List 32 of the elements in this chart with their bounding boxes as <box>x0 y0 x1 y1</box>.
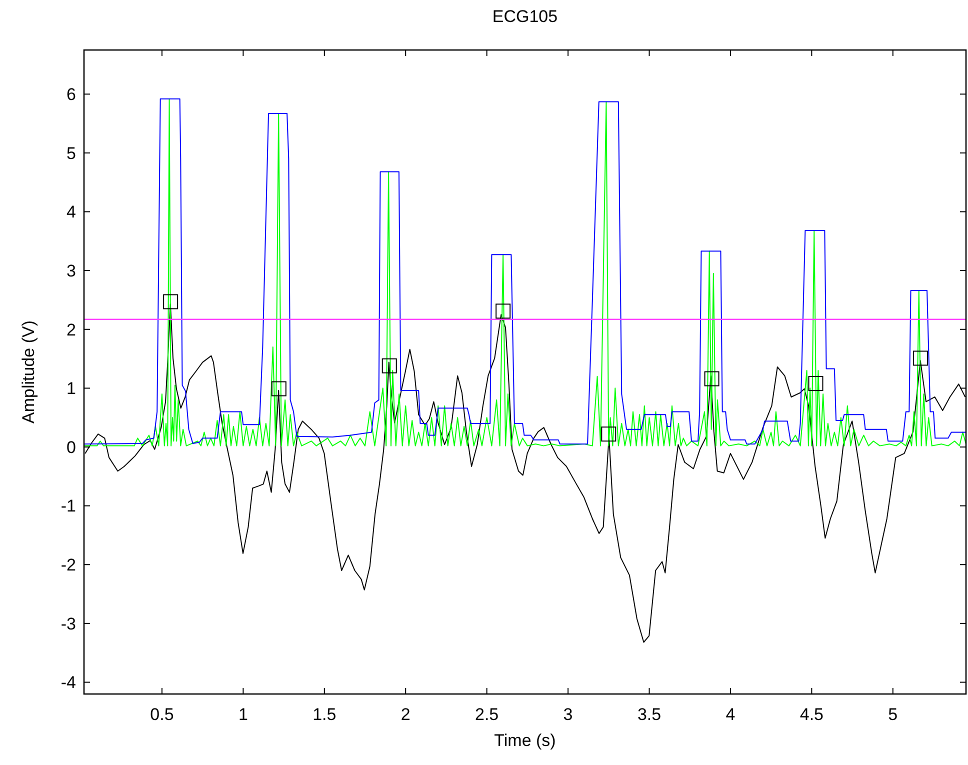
x-tick-label: 0.5 <box>150 705 174 724</box>
chart-title: ECG105 <box>492 7 558 26</box>
y-tick-label: -1 <box>60 496 76 516</box>
x-tick-label: 3.5 <box>637 705 662 724</box>
y-tick-label: 6 <box>66 85 76 104</box>
y-tick-label: -2 <box>60 556 76 575</box>
y-axis-title: Amplitude (V) <box>19 320 38 424</box>
x-tick-label: 1 <box>238 705 248 724</box>
y-tick-label: 1 <box>66 379 76 398</box>
x-tick-label: 4 <box>726 705 736 724</box>
x-tick-label: 2 <box>400 705 410 724</box>
y-tick-label: 4 <box>66 202 76 222</box>
x-tick-label: 4.5 <box>800 705 824 724</box>
point <box>163 294 178 310</box>
y-tick-label: 0 <box>66 438 76 457</box>
point <box>704 371 720 386</box>
point <box>913 350 928 366</box>
point <box>601 426 616 442</box>
y-tick-label: -3 <box>60 614 76 634</box>
point <box>808 376 824 391</box>
y-tick-label: 3 <box>66 262 76 280</box>
point <box>271 381 286 396</box>
x-tick-label: 5 <box>888 705 898 724</box>
x-axis-title: Time (s) <box>494 731 556 750</box>
x-tick-label: 3 <box>563 705 573 724</box>
y-tick-label: -4 <box>60 673 76 692</box>
y-tick-label: 5 <box>66 144 76 163</box>
point <box>382 358 397 374</box>
x-tick-label: 2.5 <box>475 705 499 724</box>
x-tick-label: 1.5 <box>312 705 336 724</box>
y-tick-label: 2 <box>66 320 76 340</box>
point <box>496 304 511 319</box>
